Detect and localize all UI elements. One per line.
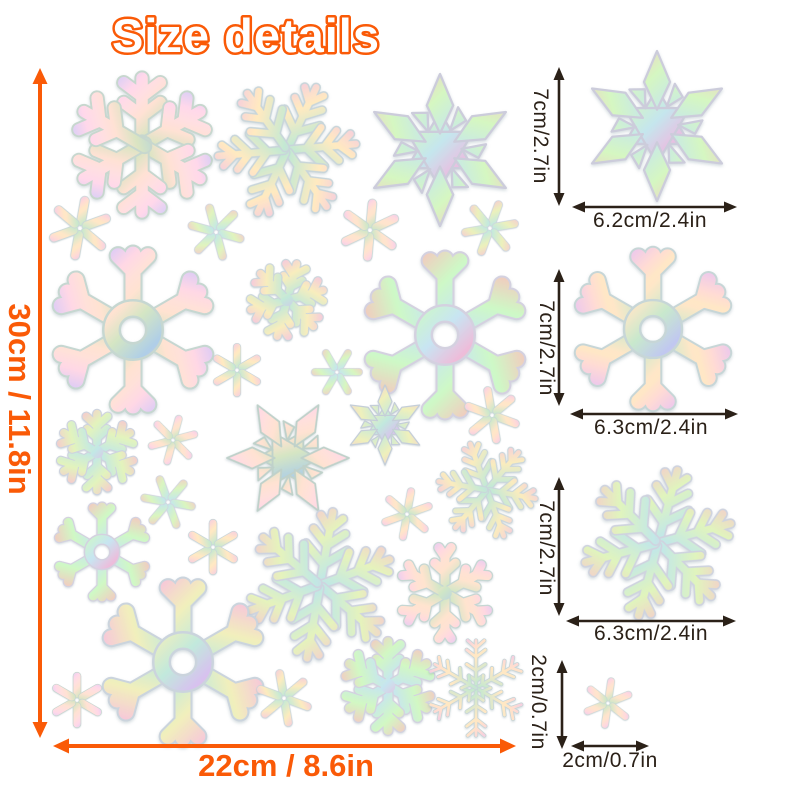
snowflake-classic-icon xyxy=(58,414,135,491)
detail-3-height-arrow xyxy=(553,477,565,616)
detail-4-height-label: 2cm/0.7in xyxy=(527,654,550,750)
snowflake-hole-icon xyxy=(59,507,146,597)
detail-4-width-arrow xyxy=(571,740,649,752)
snowflake-heart-icon xyxy=(400,548,489,639)
detail-1-height-label: 7cm/2.7in xyxy=(529,88,552,184)
snowflake-spiky-icon xyxy=(577,51,736,201)
snowflake-classic-icon xyxy=(343,642,432,731)
snowflake-asterisk-icon xyxy=(56,676,97,724)
detail-2-width-arrow xyxy=(570,408,738,420)
detail-3-width-arrow xyxy=(566,615,736,627)
sheet-width-arrow xyxy=(53,738,516,754)
snowflake-hole-icon xyxy=(60,254,206,406)
detail-1-height-arrow xyxy=(553,67,565,206)
snowflake-asterisk-icon xyxy=(466,387,517,443)
sticker-sheet xyxy=(52,58,551,738)
snowflake-asterisk-icon xyxy=(310,343,365,400)
snowflake-asterisk-icon xyxy=(140,472,195,531)
snowflake-asterisk-icon xyxy=(217,347,257,393)
page-title-canvas: Size details xyxy=(110,7,382,65)
snowflake-asterisk-icon xyxy=(461,197,518,258)
snowflake-asterisk-icon xyxy=(149,414,197,466)
sheet-height-arrow xyxy=(32,68,48,738)
dimension-arrows xyxy=(32,67,738,754)
snowflake-asterisk-icon xyxy=(192,523,233,571)
snowflake-spiky-icon xyxy=(201,373,374,543)
detail-2-height-label: 7cm/2.7in xyxy=(535,300,558,396)
snowflake-feathery-icon xyxy=(566,451,751,635)
snowflake-hole-icon xyxy=(372,259,518,411)
detail-1-width-arrow xyxy=(572,201,737,213)
page-title: Size details xyxy=(112,9,380,62)
snowflake-asterisk-icon xyxy=(345,201,396,258)
snowflake-classic2-icon xyxy=(75,78,209,212)
detail-3-width-label: 6.3cm/2.4in xyxy=(593,622,709,645)
detail-3-height-label: 7cm/2.7in xyxy=(535,500,558,596)
sheet-height-label: 30cm / 11.8in xyxy=(2,303,37,495)
snowflake-classic-icon xyxy=(241,254,333,346)
snowflake-asterisk-icon xyxy=(586,679,630,728)
detail-2-width-label: 6.3cm/2.4in xyxy=(593,416,709,439)
detail-1-width-label: 6.2cm/2.4in xyxy=(592,209,708,232)
detail-2-height-arrow xyxy=(553,269,565,406)
detail-4-width-label: 2cm/0.7in xyxy=(562,749,658,772)
snowflake-asterisk-icon xyxy=(52,197,109,260)
snowflake-hole-icon xyxy=(582,255,725,403)
sheet-width-label: 22cm / 8.6in xyxy=(198,748,374,783)
snowflake-hole-icon xyxy=(110,586,256,738)
snowflake-asterisk-icon xyxy=(189,202,243,261)
snowflake-feathery-icon xyxy=(424,427,550,553)
snowflake-asterisk-icon xyxy=(258,670,309,726)
detail-4-height-arrow xyxy=(556,660,568,749)
snowflake-spiky-icon xyxy=(342,385,427,465)
snowflake-lacy-icon xyxy=(430,640,522,735)
snowflake-asterisk-icon xyxy=(383,488,430,540)
